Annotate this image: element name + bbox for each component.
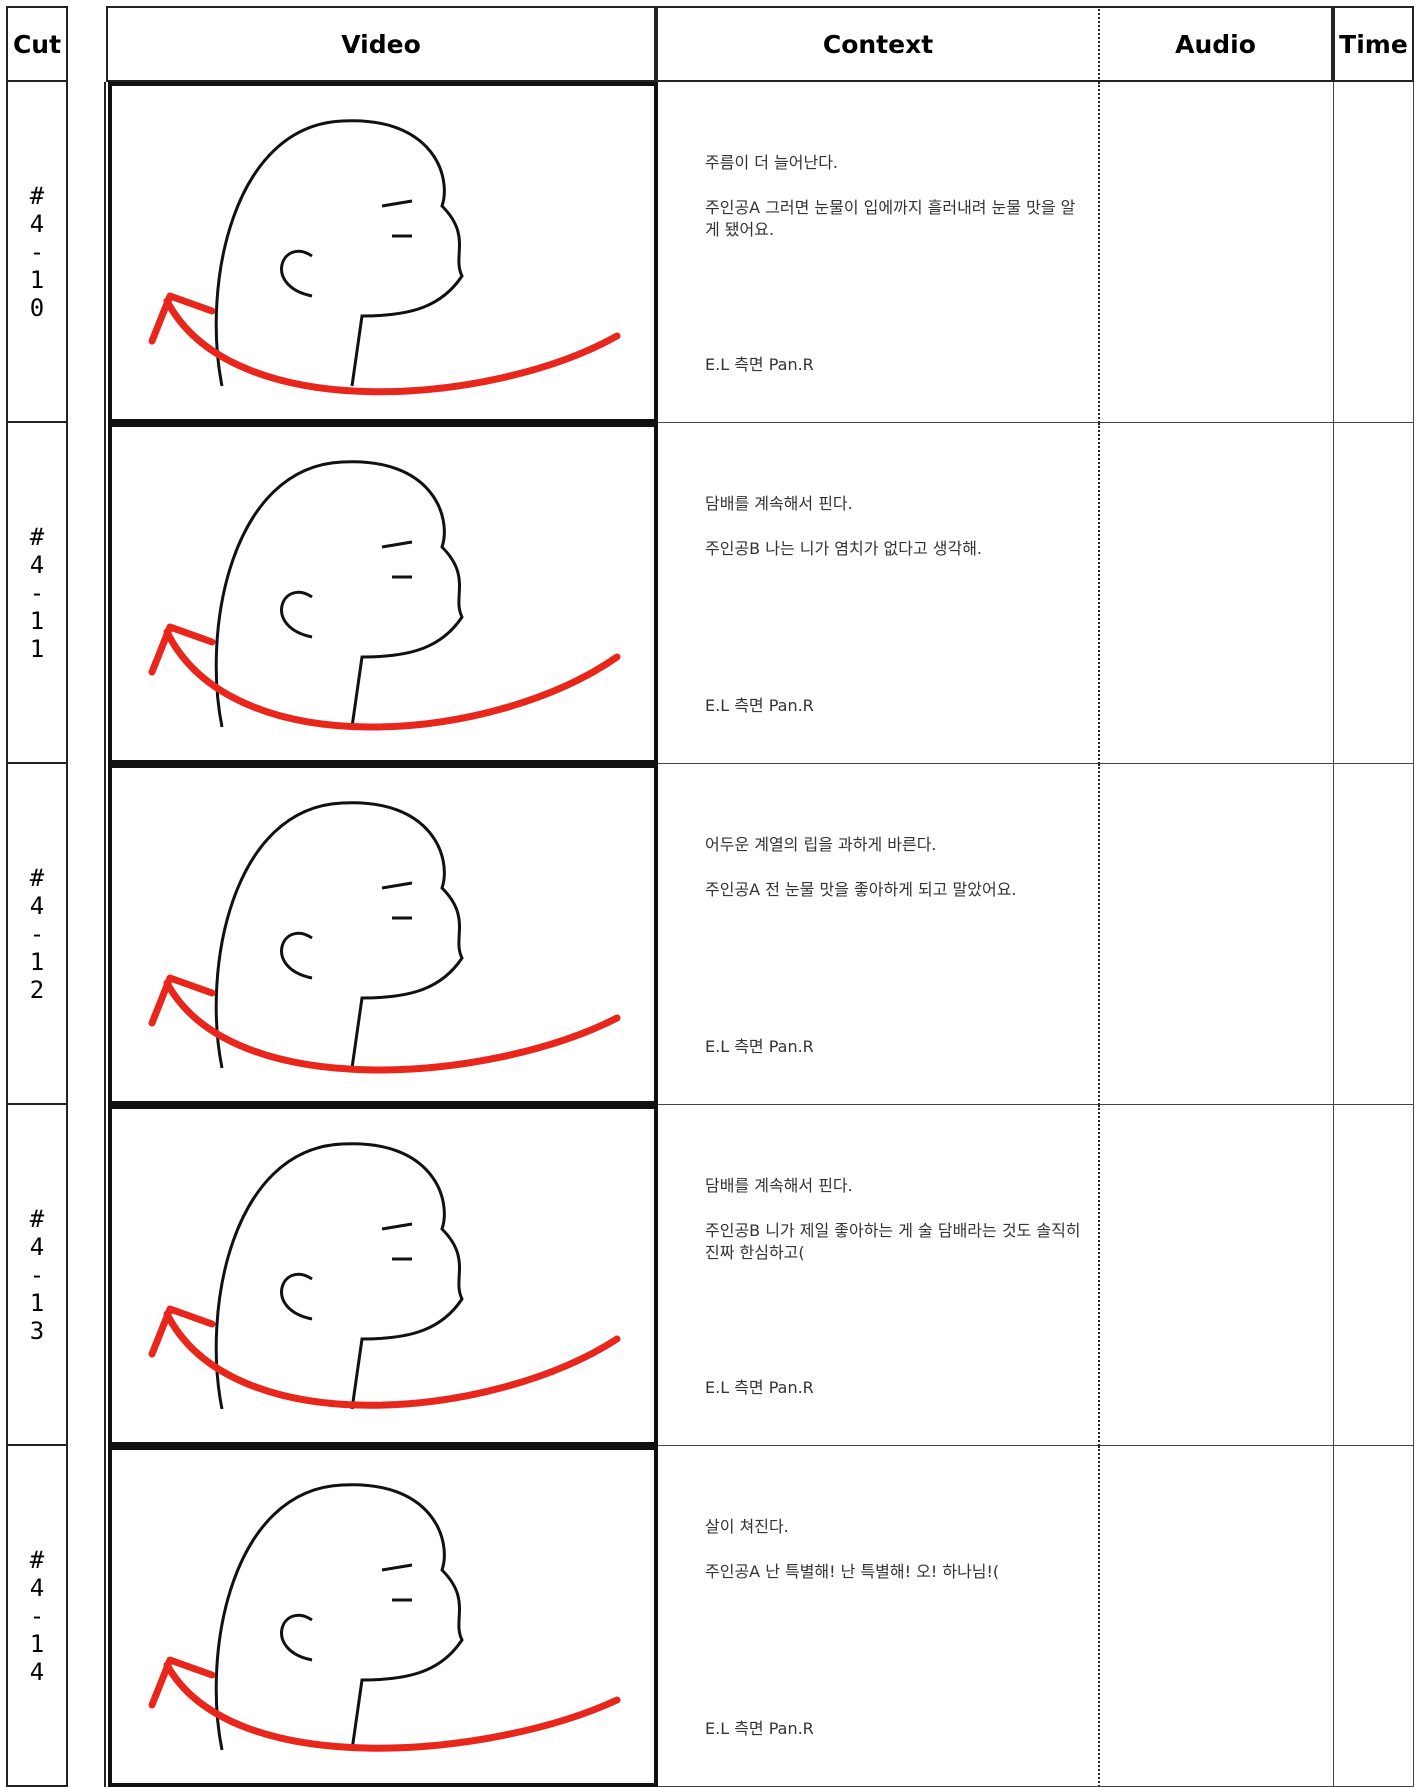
header-cell: Video — [106, 6, 656, 82]
video-frame — [108, 82, 658, 423]
context-line: 주인공A 그러면 눈물이 입에까지 흘러내려 눈물 맛을 알게 됐어요. — [705, 198, 1076, 239]
audio-cell — [1098, 1105, 1333, 1446]
header-cell: Cut — [6, 6, 68, 82]
audio-cell — [1098, 423, 1333, 764]
context-cell — [656, 764, 1098, 1105]
context-line: 살이 쳐진다. — [705, 1517, 789, 1536]
context-line: 주인공A 난 특별해! 난 특별해! 오! 하나님!( — [705, 1562, 1000, 1581]
video-frame — [108, 1105, 658, 1446]
context-line: 주인공B 니가 제일 좋아하는 게 술 담배라는 것도 솔직히 진짜 한심하고( — [705, 1221, 1081, 1262]
camera-note: E.L 측면 Pan.R — [705, 696, 814, 715]
context-cell — [656, 82, 1098, 423]
camera-note: E.L 측면 Pan.R — [705, 1378, 814, 1397]
context-line: 주인공B 나는 니가 염치가 없다고 생각해. — [705, 539, 983, 558]
context-line: 담배를 계속해서 핀다. — [705, 494, 853, 513]
time-cell — [1333, 1105, 1414, 1446]
gap-line — [104, 1105, 106, 1446]
camera-note: E.L 측면 Pan.R — [705, 1719, 814, 1738]
context-line: 주인공A 전 눈물 맛을 좋아하게 되고 말았어요. — [705, 880, 1017, 899]
sketch — [148, 1142, 621, 1410]
sketch — [148, 801, 621, 1074]
camera-note: E.L 측면 Pan.R — [705, 355, 814, 374]
gap-line — [104, 82, 106, 423]
sketch — [148, 460, 621, 731]
gap-line — [104, 1446, 106, 1787]
time-cell — [1333, 423, 1414, 764]
gap-line — [104, 764, 106, 1105]
context-line: 담배를 계속해서 핀다. — [705, 1176, 853, 1195]
video-frame — [108, 764, 658, 1105]
video-frame — [108, 1446, 658, 1787]
cut-cell: #4-13 — [6, 1105, 68, 1446]
audio-cell — [1098, 764, 1333, 1105]
header-cell: Context — [656, 6, 1098, 82]
sketch — [148, 119, 621, 396]
header-cell: Time — [1333, 6, 1414, 82]
context-line: 주름이 더 늘어난다. — [705, 153, 839, 172]
camera-note: E.L 측면 Pan.R — [705, 1037, 814, 1056]
cut-cell: #4-14 — [6, 1446, 68, 1787]
header-cell: Audio — [1098, 6, 1333, 82]
audio-cell — [1098, 1446, 1333, 1787]
context-line: 어두운 계열의 립을 과하게 바른다. — [705, 835, 937, 854]
time-cell — [1333, 82, 1414, 423]
audio-cell — [1098, 82, 1333, 423]
time-cell — [1333, 1446, 1414, 1787]
context-cell — [656, 1105, 1098, 1446]
cut-cell: #4-12 — [6, 764, 68, 1105]
context-cell — [656, 423, 1098, 764]
cut-cell: #4-11 — [6, 423, 68, 764]
gap-line — [104, 423, 106, 764]
time-cell — [1333, 764, 1414, 1105]
video-frame — [108, 423, 658, 764]
sketch — [148, 1483, 621, 1752]
cut-cell: #4-10 — [6, 82, 68, 423]
